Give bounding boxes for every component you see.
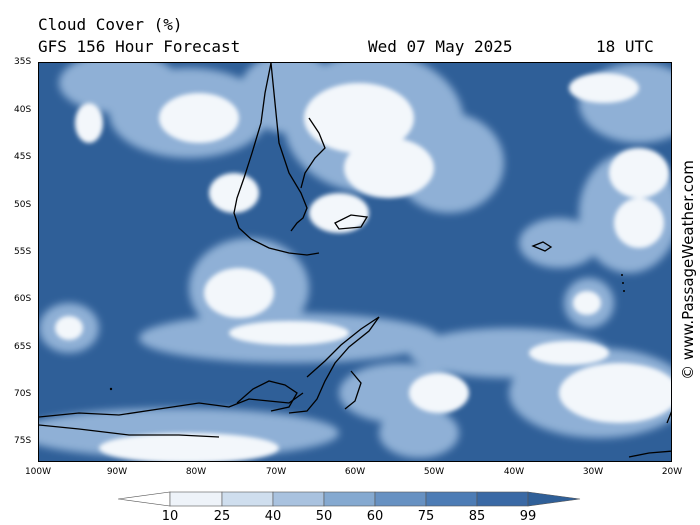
lat-label: 60S <box>14 294 32 304</box>
lat-label: 45S <box>14 152 32 162</box>
colorbar-label: 50 <box>315 509 333 524</box>
lat-label: 55S <box>14 247 32 257</box>
lon-label: 40W <box>503 467 525 477</box>
colorbar-cell <box>527 491 581 507</box>
colorbar-cell <box>169 491 223 507</box>
lon-label: 60W <box>344 467 366 477</box>
colorbar-label: 10 <box>161 509 179 524</box>
islands <box>109 274 625 391</box>
cloud-field-dense <box>55 73 671 461</box>
colorbar-cell <box>476 491 529 507</box>
colorbar-cell <box>323 491 376 507</box>
colorbar-cell <box>374 491 427 507</box>
lon-label: 100W <box>24 467 52 477</box>
forecast-time: 18 UTC <box>596 37 654 56</box>
map-title: Cloud Cover (%) <box>38 15 183 34</box>
lat-label: 70S <box>14 389 32 399</box>
forecast-date: Wed 07 May 2025 <box>368 37 513 56</box>
lon-label: 90W <box>106 467 128 477</box>
colorbar <box>118 491 581 507</box>
lon-label: 30W <box>582 467 604 477</box>
lon-label: 50W <box>423 467 445 477</box>
lon-label: 20W <box>661 467 683 477</box>
lat-label: 40S <box>14 105 32 115</box>
forecast-label: GFS 156 Hour Forecast <box>38 37 241 56</box>
cloud-cover-map <box>38 62 672 462</box>
colorbar-cell <box>425 491 478 507</box>
lon-label: 70W <box>265 467 287 477</box>
colorbar-label: 75 <box>417 509 435 524</box>
colorbar-label: 40 <box>264 509 282 524</box>
colorbar-label: 25 <box>213 509 231 524</box>
lat-label: 50S <box>14 200 32 210</box>
lat-label: 65S <box>14 342 32 352</box>
map-canvas <box>39 63 671 461</box>
colorbar-cell <box>118 491 171 507</box>
watermark-credit: © www.PassageWeather.com <box>679 160 697 380</box>
colorbar-cell <box>221 491 274 507</box>
colorbar-label: 60 <box>366 509 384 524</box>
colorbar-cell <box>272 491 325 507</box>
lat-label: 35S <box>14 57 32 67</box>
colorbar-label: 99 <box>519 509 537 524</box>
lat-label: 75S <box>14 436 32 446</box>
colorbar-label: 85 <box>468 509 486 524</box>
coastlines <box>39 63 671 458</box>
lon-label: 80W <box>185 467 207 477</box>
